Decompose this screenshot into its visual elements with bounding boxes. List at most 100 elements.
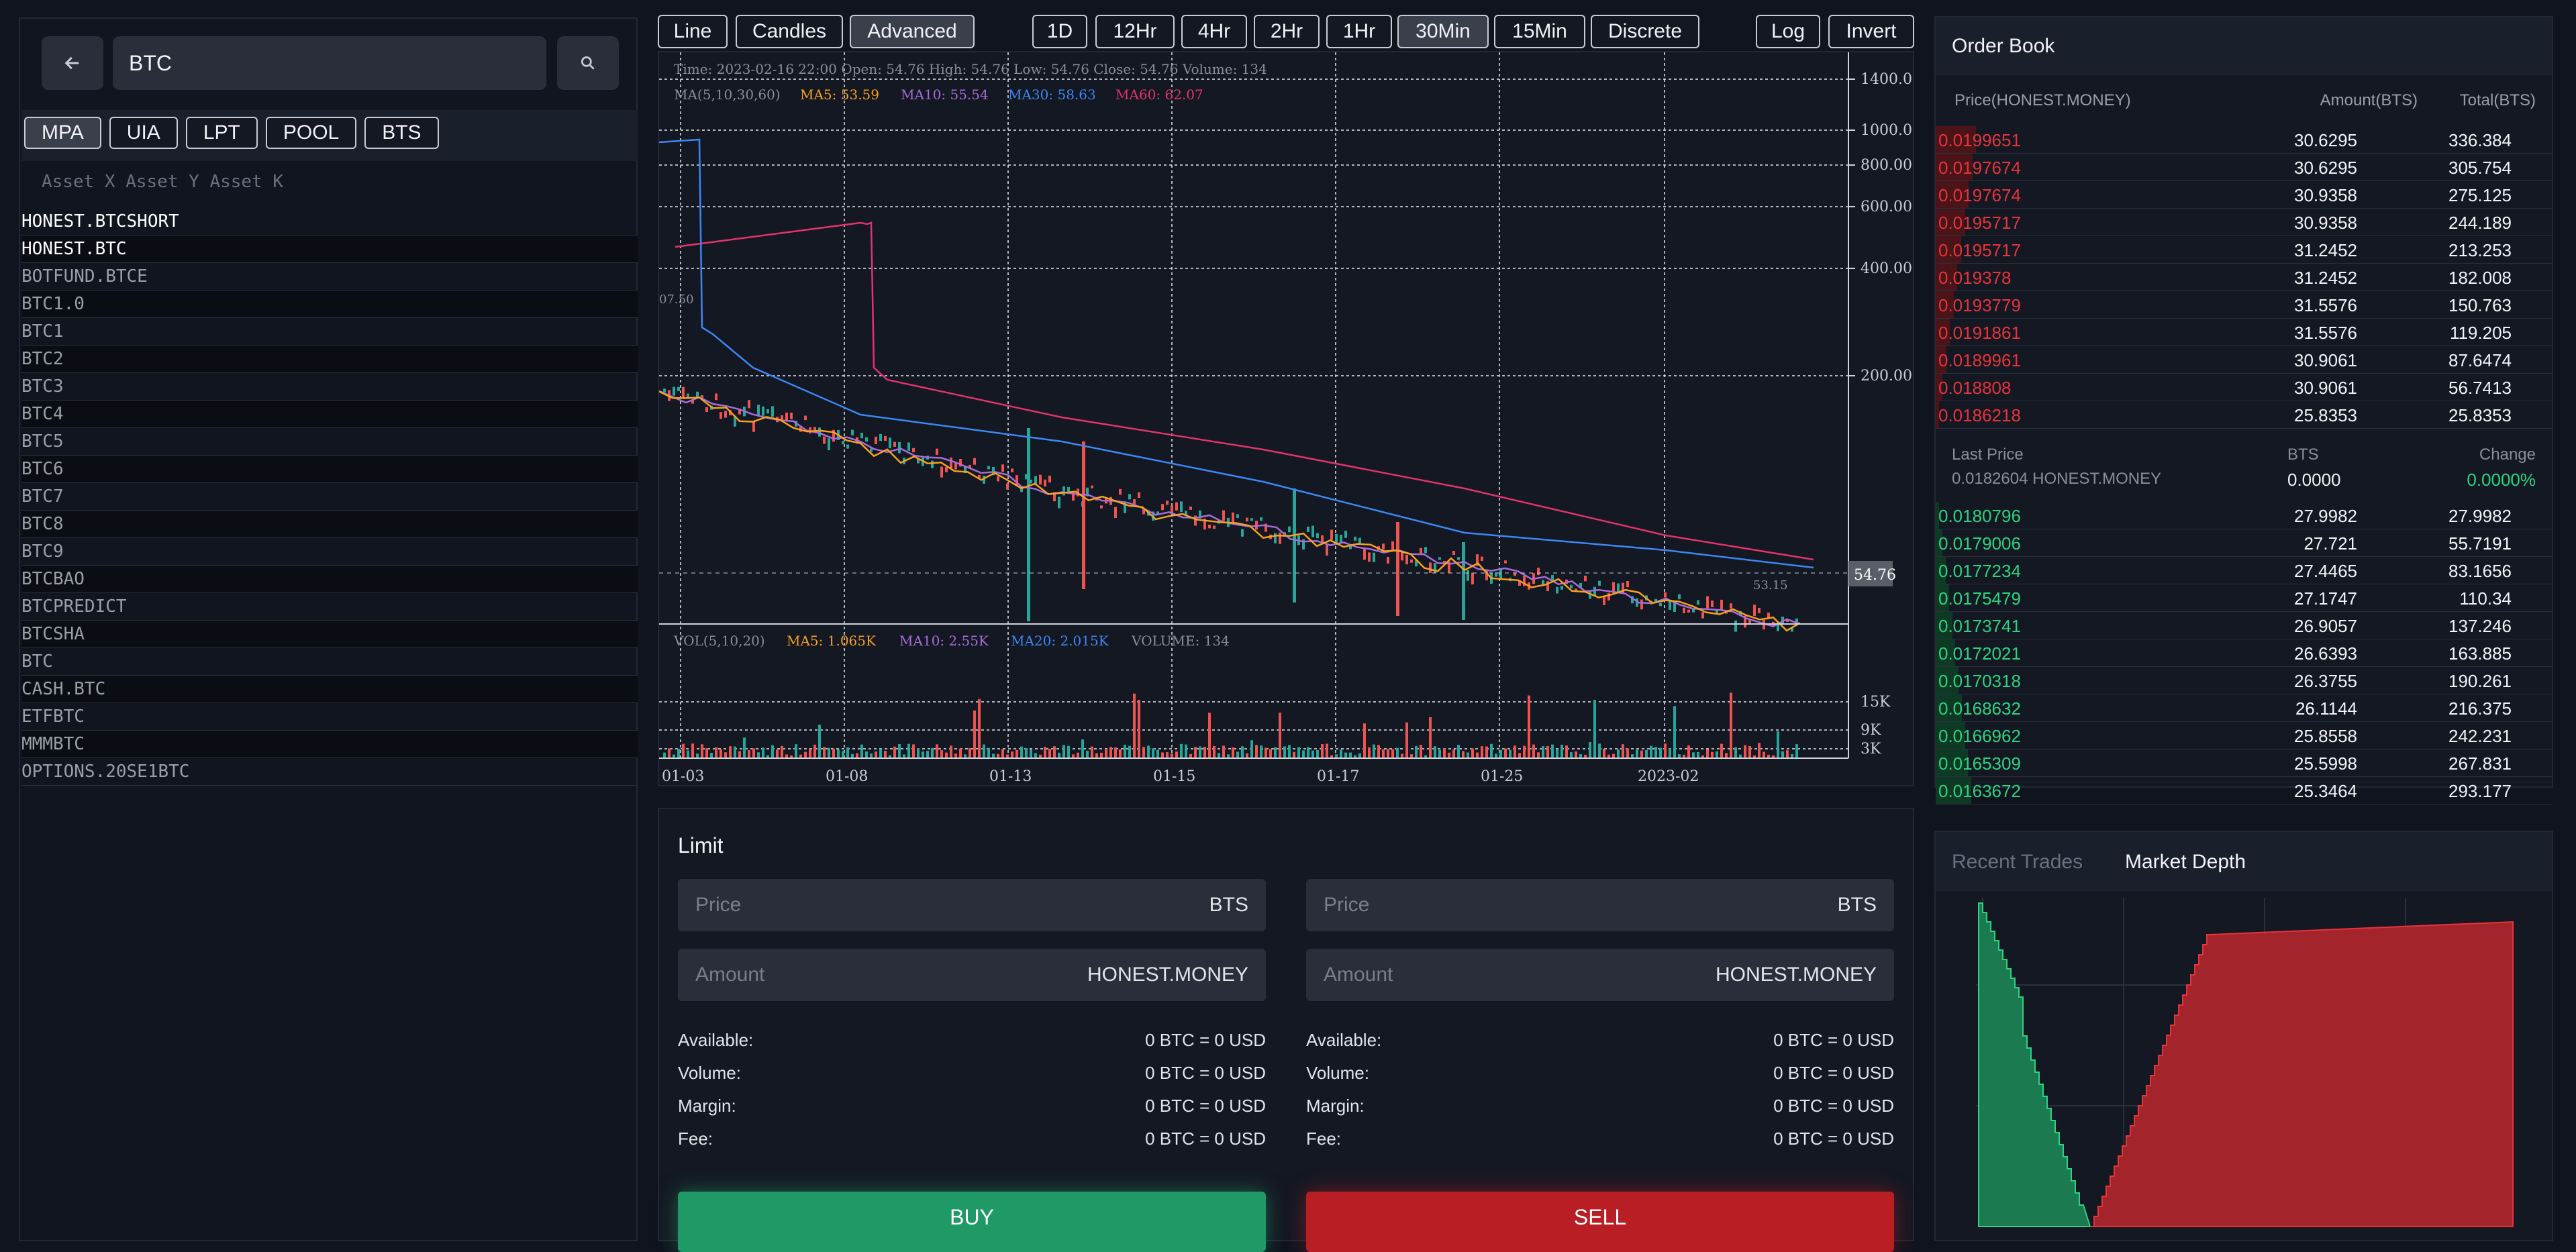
asset-list-item[interactable]: BTC4 bbox=[21, 401, 638, 428]
ask-order-row[interactable]: 0.0186218 25.8353 25.8353 bbox=[1936, 401, 2552, 429]
asset-list-item[interactable]: BTC1 bbox=[21, 318, 638, 346]
sell-price-input[interactable] bbox=[1306, 879, 1894, 931]
ask-order-row[interactable]: 0.0193779 31.5576 150.763 bbox=[1936, 291, 2552, 319]
asset-list-item[interactable]: BTC2 bbox=[21, 346, 638, 373]
sell-margin-row: Margin: 0 BTC = 0 USD bbox=[1306, 1096, 1894, 1116]
search-input[interactable] bbox=[113, 36, 546, 90]
interval-15min[interactable]: 15Min bbox=[1494, 15, 1585, 48]
sell-amount-input[interactable] bbox=[1306, 949, 1894, 1001]
ask-order-row[interactable]: 0.0189961 30.9061 87.6474 bbox=[1936, 346, 2552, 374]
volume-bar bbox=[687, 750, 689, 758]
volume-bar bbox=[1575, 751, 1577, 758]
interval-4hr[interactable]: 4Hr bbox=[1181, 15, 1247, 48]
tab-pool[interactable]: POOL bbox=[265, 117, 357, 149]
tab-uia[interactable]: UIA bbox=[109, 117, 178, 149]
chart-type-line[interactable]: Line bbox=[658, 15, 728, 48]
ask-order-row[interactable]: 0.0197674 30.6295 305.754 bbox=[1936, 154, 2552, 181]
interval-12hr[interactable]: 12Hr bbox=[1095, 15, 1175, 48]
ask-order-row[interactable]: 0.0191861 31.5576 119.205 bbox=[1936, 319, 2552, 346]
ask-order-row[interactable]: 0.0199651 30.6295 336.384 bbox=[1936, 126, 2552, 154]
sell-button[interactable]: SELL bbox=[1306, 1192, 1894, 1252]
candle bbox=[762, 406, 764, 416]
asset-list-item[interactable]: BTC bbox=[21, 648, 638, 676]
order-total: 216.375 bbox=[2448, 698, 2512, 719]
volume-bar bbox=[1048, 749, 1051, 758]
search-button[interactable] bbox=[557, 36, 619, 90]
candle bbox=[1415, 560, 1418, 567]
interval-discrete[interactable]: Discrete bbox=[1591, 15, 1699, 48]
volume-bar bbox=[1396, 747, 1399, 758]
interval-1d[interactable]: 1D bbox=[1032, 15, 1087, 48]
order-price: 0.0199651 bbox=[1938, 130, 2021, 150]
volume-bar bbox=[1767, 754, 1770, 758]
ask-order-row[interactable]: 0.018808 30.9061 56.7413 bbox=[1936, 374, 2552, 401]
tab-recent-trades[interactable]: Recent Trades bbox=[1952, 851, 2083, 873]
candle bbox=[1579, 582, 1582, 588]
buy-form: BTS HONEST.MONEY Available:0 BTC = 0 USD… bbox=[678, 879, 1266, 1155]
candle bbox=[1659, 603, 1662, 607]
asset-list-item[interactable]: BTC5 bbox=[21, 428, 638, 456]
ask-order-row[interactable]: 0.0195717 30.9358 244.189 bbox=[1936, 209, 2552, 236]
ask-order-row[interactable]: 0.019378 31.2452 182.008 bbox=[1936, 264, 2552, 291]
candle bbox=[1236, 514, 1239, 519]
tab-mpa[interactable]: MPA bbox=[24, 117, 101, 149]
bid-order-row[interactable]: 0.0168632 26.1144 216.375 bbox=[1936, 694, 2552, 722]
tab-market-depth[interactable]: Market Depth bbox=[2125, 851, 2246, 873]
bid-order-row[interactable]: 0.0175479 27.1747 110.34 bbox=[1936, 584, 2552, 612]
order-amount: 30.6295 bbox=[2294, 158, 2357, 178]
buy-amount-input[interactable] bbox=[678, 949, 1266, 1001]
bid-order-row[interactable]: 0.0177234 27.4465 83.1656 bbox=[1936, 557, 2552, 584]
interval-1hr[interactable]: 1Hr bbox=[1326, 15, 1392, 48]
asset-list-item[interactable]: BOTFUND.BTCE bbox=[21, 263, 638, 291]
ask-order-row[interactable]: 0.0197674 30.9358 275.125 bbox=[1936, 181, 2552, 209]
price-chart[interactable]: 1400.00 1000.00 800.00 600.00 400.00 200.00 15… bbox=[658, 51, 1914, 786]
buy-price-input[interactable] bbox=[678, 879, 1266, 931]
invert-toggle[interactable]: Invert bbox=[1828, 15, 1914, 48]
bid-order-row[interactable]: 0.0173741 26.9057 137.246 bbox=[1936, 612, 2552, 639]
bid-order-row[interactable]: 0.0179006 27.721 55.7191 bbox=[1936, 529, 2552, 557]
volume-bar bbox=[677, 748, 680, 758]
volume-bar bbox=[1410, 754, 1413, 758]
volume-bar bbox=[1739, 754, 1742, 758]
chart-type-advanced[interactable]: Advanced bbox=[850, 15, 975, 48]
bid-order-row[interactable]: 0.0170318 26.3755 190.261 bbox=[1936, 667, 2552, 694]
sell-price-field[interactable]: BTS bbox=[1306, 879, 1894, 931]
depth-bar bbox=[1936, 777, 1971, 804]
asset-list-item[interactable]: MMMBTC bbox=[21, 731, 638, 758]
buy-button[interactable]: BUY bbox=[678, 1192, 1266, 1252]
asset-list-item[interactable]: BTCSHA bbox=[21, 621, 638, 648]
back-button[interactable] bbox=[42, 36, 103, 90]
asset-list-item[interactable]: BTC7 bbox=[21, 483, 638, 511]
interval-2hr[interactable]: 2Hr bbox=[1254, 15, 1320, 48]
buy-price-field[interactable]: BTS bbox=[678, 879, 1266, 931]
asset-list-item[interactable]: BTC3 bbox=[21, 373, 638, 401]
asset-list-item[interactable]: CASH.BTC bbox=[21, 676, 638, 703]
volume-bar bbox=[1457, 745, 1460, 758]
bid-order-row[interactable]: 0.0166962 25.8558 242.231 bbox=[1936, 722, 2552, 749]
asset-list-item[interactable]: HONEST.BTCSHORT bbox=[21, 208, 638, 236]
volume-bar bbox=[1326, 743, 1328, 758]
bid-order-row[interactable]: 0.0172021 26.6393 163.885 bbox=[1936, 639, 2552, 667]
bid-order-row[interactable]: 0.0163672 25.3464 293.177 bbox=[1936, 777, 2552, 804]
buy-amount-field[interactable]: HONEST.MONEY bbox=[678, 949, 1266, 1001]
log-toggle[interactable]: Log bbox=[1756, 15, 1820, 48]
asset-list-item[interactable]: ETFBTC bbox=[21, 703, 638, 731]
asset-list-item[interactable]: BTC8 bbox=[21, 511, 638, 538]
tab-bts[interactable]: BTS bbox=[364, 117, 439, 149]
asset-list-item[interactable]: BTC6 bbox=[21, 456, 638, 483]
bid-order-row[interactable]: 0.0180796 27.9982 27.9982 bbox=[1936, 502, 2552, 529]
bid-order-row[interactable]: 0.0165309 25.5998 267.831 bbox=[1936, 749, 2552, 777]
sell-amount-field[interactable]: HONEST.MONEY bbox=[1306, 949, 1894, 1001]
depth-bar bbox=[1936, 401, 1939, 428]
ask-order-row[interactable]: 0.0195717 31.2452 213.253 bbox=[1936, 236, 2552, 264]
volume-bar bbox=[870, 753, 873, 758]
asset-list-item[interactable]: BTCPREDICT bbox=[21, 593, 638, 621]
asset-list-item[interactable]: OPTIONS.20SE1BTC bbox=[21, 758, 638, 786]
chart-type-candles[interactable]: Candles bbox=[736, 15, 843, 48]
asset-list-item[interactable]: BTCBAO bbox=[21, 566, 638, 593]
asset-list-item[interactable]: HONEST.BTC bbox=[21, 236, 638, 263]
asset-list-item[interactable]: BTC9 bbox=[21, 538, 638, 566]
interval-30min[interactable]: 30Min bbox=[1397, 15, 1489, 48]
asset-list-item[interactable]: BTC1.0 bbox=[21, 291, 638, 318]
tab-lpt[interactable]: LPT bbox=[185, 117, 258, 149]
